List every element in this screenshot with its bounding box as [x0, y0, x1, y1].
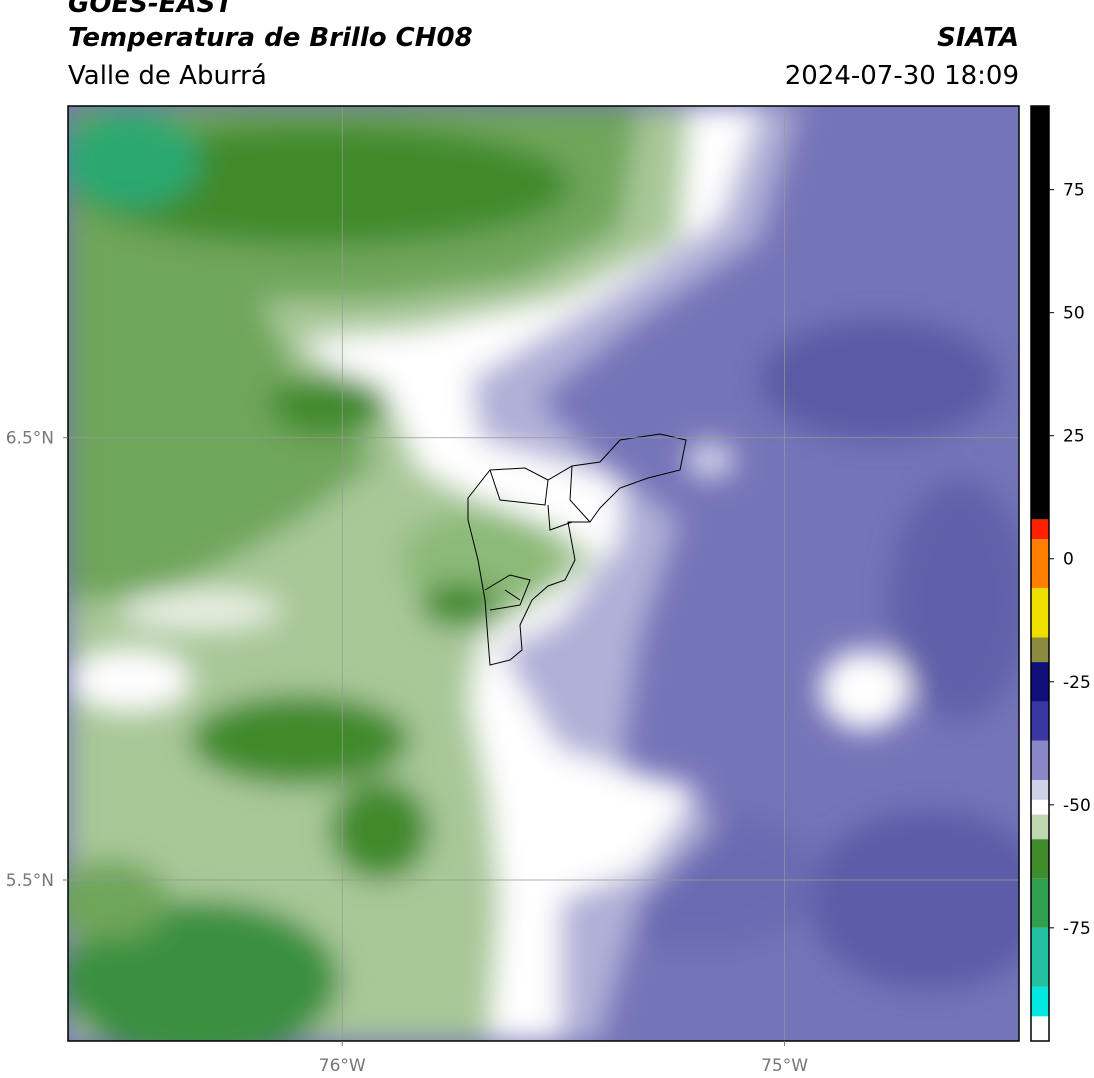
colorbar-segment — [1031, 106, 1049, 520]
colorbar — [1031, 106, 1049, 1041]
colorbar-segment — [1031, 701, 1049, 741]
title: GOES-EAST — [68, 0, 235, 19]
colorbar-segment — [1031, 780, 1049, 800]
colorbar-tick-label: -75 — [1063, 919, 1091, 939]
colorbar-segment — [1031, 1016, 1049, 1041]
colorbar-tick-label: 75 — [1063, 181, 1085, 201]
colorbar-frame — [1030, 105, 1050, 1042]
y-tick-label: 5.5°N — [6, 871, 54, 891]
colorbar-segment — [1031, 799, 1049, 815]
x-tick-label: 76°W — [319, 1056, 366, 1076]
brightness-field — [68, 106, 1019, 1041]
colorbar-segment — [1031, 637, 1049, 663]
colorbar-segment — [1031, 927, 1049, 987]
source: SIATA — [937, 23, 1019, 53]
graticule — [68, 106, 1019, 1041]
colorbar-segment — [1031, 878, 1049, 928]
colorbar-segment — [1031, 588, 1049, 638]
y-tick-label: 6.5°N — [6, 429, 54, 449]
colorbar-tick-label: -25 — [1063, 673, 1091, 693]
colorbar-segment — [1031, 519, 1049, 540]
subtitle: Temperatura de Brillo CH08 — [68, 23, 473, 53]
map-frame — [67, 105, 1020, 1042]
colorbar-tick-label: 0 — [1063, 550, 1074, 570]
colorbar-tick-label: 50 — [1063, 304, 1085, 324]
colorbar-segment — [1031, 986, 1049, 1017]
timestamp: 2024-07-30 18:09 — [785, 61, 1019, 91]
colorbar-segment — [1031, 539, 1049, 589]
colorbar-segment — [1031, 662, 1049, 702]
colorbar-tick-label: -50 — [1063, 796, 1091, 816]
colorbar-segment — [1031, 740, 1049, 781]
colorbar-segment — [1031, 814, 1049, 840]
x-tick-label: 75°W — [761, 1056, 808, 1076]
municipal-boundaries — [467, 433, 687, 666]
colorbar-segment — [1031, 839, 1049, 879]
region: Valle de Aburrá — [68, 61, 267, 91]
colorbar-tick-label: 25 — [1063, 427, 1085, 447]
